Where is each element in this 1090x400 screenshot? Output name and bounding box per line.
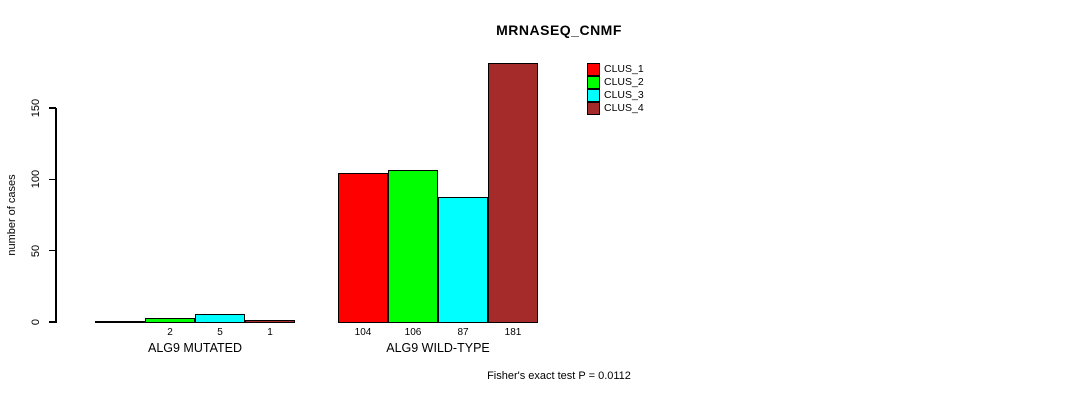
bar-value-label-clus_2-alg9-mutated: 2: [167, 327, 173, 338]
y-axis-line: [55, 108, 57, 323]
bar-clus_4-alg9-wild-type: [488, 63, 538, 323]
y-tick-label-150: 150: [30, 98, 42, 118]
y-tick-mark-100: [49, 178, 56, 181]
bar-clus_3-alg9-wild-type: [438, 197, 488, 323]
bar-clus_1-alg9-mutated: [95, 321, 145, 323]
category-label-alg9-mutated: ALG9 MUTATED: [148, 341, 242, 355]
y-tick-mark-50: [49, 249, 56, 252]
legend-label-clus_1: CLUS_1: [604, 63, 644, 75]
bar-clus_3-alg9-mutated: [195, 314, 245, 323]
y-tick-label-0: 0: [30, 318, 42, 326]
bar-value-label-clus_1-alg9-wild-type: 104: [354, 327, 372, 338]
legend-label-clus_2: CLUS_2: [604, 76, 644, 88]
fisher-test-annotation: Fisher's exact test P = 0.0112: [487, 370, 631, 382]
legend-item-clus_3: CLUS_3: [587, 89, 644, 102]
legend-item-clus_1: CLUS_1: [587, 63, 644, 76]
bar-value-label-clus_3-alg9-wild-type: 87: [457, 327, 469, 338]
legend-label-clus_3: CLUS_3: [604, 89, 644, 101]
legend-swatch-clus_2: [587, 76, 600, 89]
y-tick-mark-150: [49, 107, 56, 109]
bar-value-label-clus_4-alg9-mutated: 1: [267, 327, 273, 338]
y-tick-label-100: 100: [30, 170, 42, 189]
bar-clus_2-alg9-mutated: [145, 318, 195, 323]
legend-swatch-clus_4: [587, 102, 600, 115]
legend-label-clus_4: CLUS_4: [604, 102, 644, 114]
bar-clus_4-alg9-mutated: [245, 320, 295, 323]
legend-swatch-clus_3: [587, 89, 600, 102]
legend-swatch-clus_1: [587, 63, 600, 76]
legend-item-clus_4: CLUS_4: [587, 102, 644, 115]
bar-value-label-clus_4-alg9-wild-type: 181: [504, 327, 522, 338]
legend: CLUS_1 CLUS_2 CLUS_3 CLUS_4: [587, 63, 644, 115]
bar-value-label-clus_3-alg9-mutated: 5: [217, 327, 223, 338]
y-tick-mark-0: [49, 321, 56, 323]
y-tick-label-50: 50: [30, 244, 42, 257]
legend-item-clus_2: CLUS_2: [587, 76, 644, 89]
y-axis-title: number of cases: [6, 174, 18, 256]
bar-value-label-clus_2-alg9-wild-type: 106: [404, 327, 422, 338]
bar-clus_2-alg9-wild-type: [388, 170, 438, 323]
chart-title: MRNASEQ_CNMF: [496, 22, 622, 38]
bar-clus_1-alg9-wild-type: [338, 173, 388, 323]
category-label-alg9-wild-type: ALG9 WILD-TYPE: [386, 341, 490, 355]
